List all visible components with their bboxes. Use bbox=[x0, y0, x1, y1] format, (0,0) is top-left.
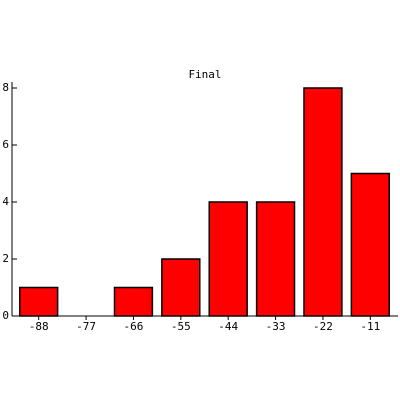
x-tick-label: -11 bbox=[360, 320, 380, 333]
x-tick-label: -88 bbox=[29, 320, 49, 333]
bar bbox=[161, 258, 201, 317]
y-tick-label: 2 bbox=[2, 252, 9, 265]
x-tick-label: -66 bbox=[124, 320, 144, 333]
bar bbox=[18, 286, 59, 317]
y-tick-label: 8 bbox=[2, 81, 9, 94]
x-tick-label: -55 bbox=[171, 320, 191, 333]
bar bbox=[208, 201, 248, 317]
y-tick-label: 6 bbox=[2, 138, 9, 151]
y-tick-label: 0 bbox=[2, 309, 9, 322]
chart-title: Final bbox=[188, 68, 221, 81]
x-tick-label: -33 bbox=[266, 320, 286, 333]
bar bbox=[255, 201, 296, 317]
x-tick-label: -44 bbox=[218, 320, 238, 333]
bar bbox=[350, 172, 391, 317]
bar bbox=[303, 87, 343, 317]
x-tick-label: -22 bbox=[313, 320, 333, 333]
y-tick-label: 4 bbox=[2, 195, 9, 208]
x-tick-label: -77 bbox=[76, 320, 96, 333]
bar bbox=[113, 286, 154, 317]
